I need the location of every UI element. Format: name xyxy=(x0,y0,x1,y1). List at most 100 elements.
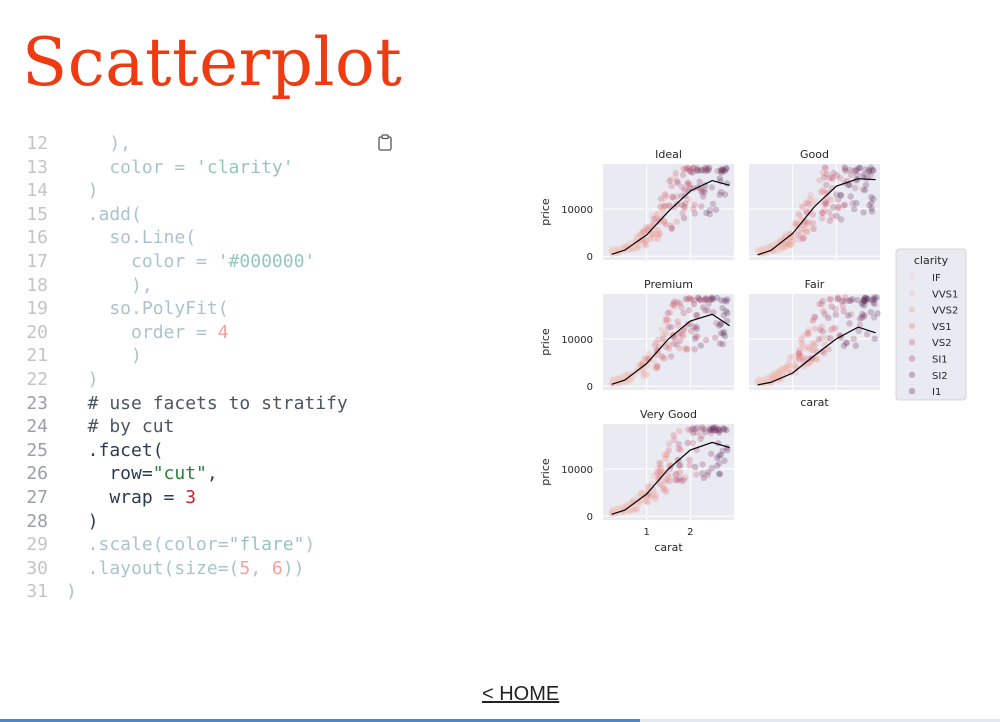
data-point xyxy=(754,246,762,254)
data-point xyxy=(801,355,808,362)
data-point xyxy=(828,213,836,220)
data-point xyxy=(763,245,770,253)
data-point xyxy=(805,200,812,208)
data-point xyxy=(786,355,793,362)
data-point xyxy=(658,468,666,475)
data-point xyxy=(666,177,673,184)
code-token: "flare" xyxy=(228,534,305,556)
code-token: color = xyxy=(66,251,218,272)
data-point xyxy=(754,378,762,385)
data-point xyxy=(757,377,764,384)
line-number: 30 xyxy=(26,557,48,579)
data-point xyxy=(796,356,803,363)
data-point xyxy=(647,493,654,500)
data-point xyxy=(632,500,639,507)
data-point xyxy=(677,446,684,453)
data-point xyxy=(699,470,706,477)
data-point xyxy=(705,469,712,476)
home-link[interactable]: < HOME xyxy=(482,683,560,705)
data-point xyxy=(654,229,661,236)
data-point xyxy=(661,451,668,459)
data-point xyxy=(629,245,636,252)
data-point xyxy=(870,167,877,174)
data-point xyxy=(811,344,818,352)
data-point xyxy=(842,167,849,175)
data-point xyxy=(638,229,646,236)
data-point xyxy=(664,471,672,479)
x-tick-label: 1 xyxy=(643,527,649,538)
data-point xyxy=(614,506,621,513)
data-point xyxy=(682,345,689,352)
data-point xyxy=(705,300,712,307)
data-point xyxy=(662,343,669,350)
code-line: 20 order = 4 xyxy=(0,321,228,345)
data-point xyxy=(862,166,869,173)
data-point xyxy=(722,164,730,172)
data-point xyxy=(822,199,829,206)
x-axis-label: carat xyxy=(654,541,683,554)
code-line: 15 .add( xyxy=(0,203,142,227)
data-point xyxy=(864,330,871,338)
data-point xyxy=(684,179,692,186)
copy-clipboard-icon[interactable] xyxy=(378,134,392,151)
line-number: 23 xyxy=(26,392,48,414)
code-token: ) xyxy=(66,345,142,367)
code-token: ) xyxy=(66,510,99,532)
data-point xyxy=(804,330,811,337)
data-point xyxy=(860,171,867,178)
data-point xyxy=(757,377,764,385)
code-line: 22 ) xyxy=(0,368,98,392)
data-point xyxy=(779,244,786,251)
data-point xyxy=(650,235,657,242)
data-point xyxy=(613,505,620,513)
data-point xyxy=(609,506,616,513)
data-point xyxy=(792,220,799,227)
data-point xyxy=(638,230,645,237)
data-point xyxy=(630,506,638,514)
data-point xyxy=(654,235,662,242)
code-token: .layout(size=( xyxy=(66,557,240,579)
data-point xyxy=(652,351,659,359)
data-point xyxy=(619,374,627,381)
data-point xyxy=(860,209,867,216)
data-point xyxy=(609,376,616,384)
data-point xyxy=(786,237,794,245)
data-point xyxy=(661,195,668,202)
data-point xyxy=(649,230,656,238)
data-point xyxy=(705,166,712,173)
data-point xyxy=(616,244,624,252)
data-point xyxy=(663,317,670,324)
data-point xyxy=(678,330,685,338)
data-point xyxy=(768,242,775,249)
data-point xyxy=(610,249,617,256)
data-point xyxy=(806,196,814,203)
data-point xyxy=(672,174,679,182)
data-point xyxy=(614,245,621,253)
data-point xyxy=(689,439,697,447)
data-point xyxy=(694,167,701,174)
data-point xyxy=(653,215,660,222)
data-point xyxy=(847,171,855,179)
data-point xyxy=(712,426,719,434)
data-point xyxy=(792,363,799,370)
data-point xyxy=(805,329,812,336)
data-point xyxy=(707,429,715,436)
data-point xyxy=(651,342,659,350)
data-point xyxy=(655,230,662,238)
data-point xyxy=(812,198,819,205)
data-point xyxy=(715,452,723,460)
data-point xyxy=(699,424,706,431)
data-point xyxy=(658,353,665,360)
data-point xyxy=(852,167,860,174)
data-point xyxy=(719,304,726,312)
data-point xyxy=(775,372,782,379)
data-point xyxy=(701,296,708,304)
data-point xyxy=(660,486,667,493)
code-token: ) xyxy=(66,180,99,202)
data-point xyxy=(816,177,823,184)
data-point xyxy=(653,469,661,476)
data-point xyxy=(684,180,691,188)
data-point xyxy=(637,237,644,244)
data-point xyxy=(860,186,867,193)
data-point xyxy=(709,426,716,433)
